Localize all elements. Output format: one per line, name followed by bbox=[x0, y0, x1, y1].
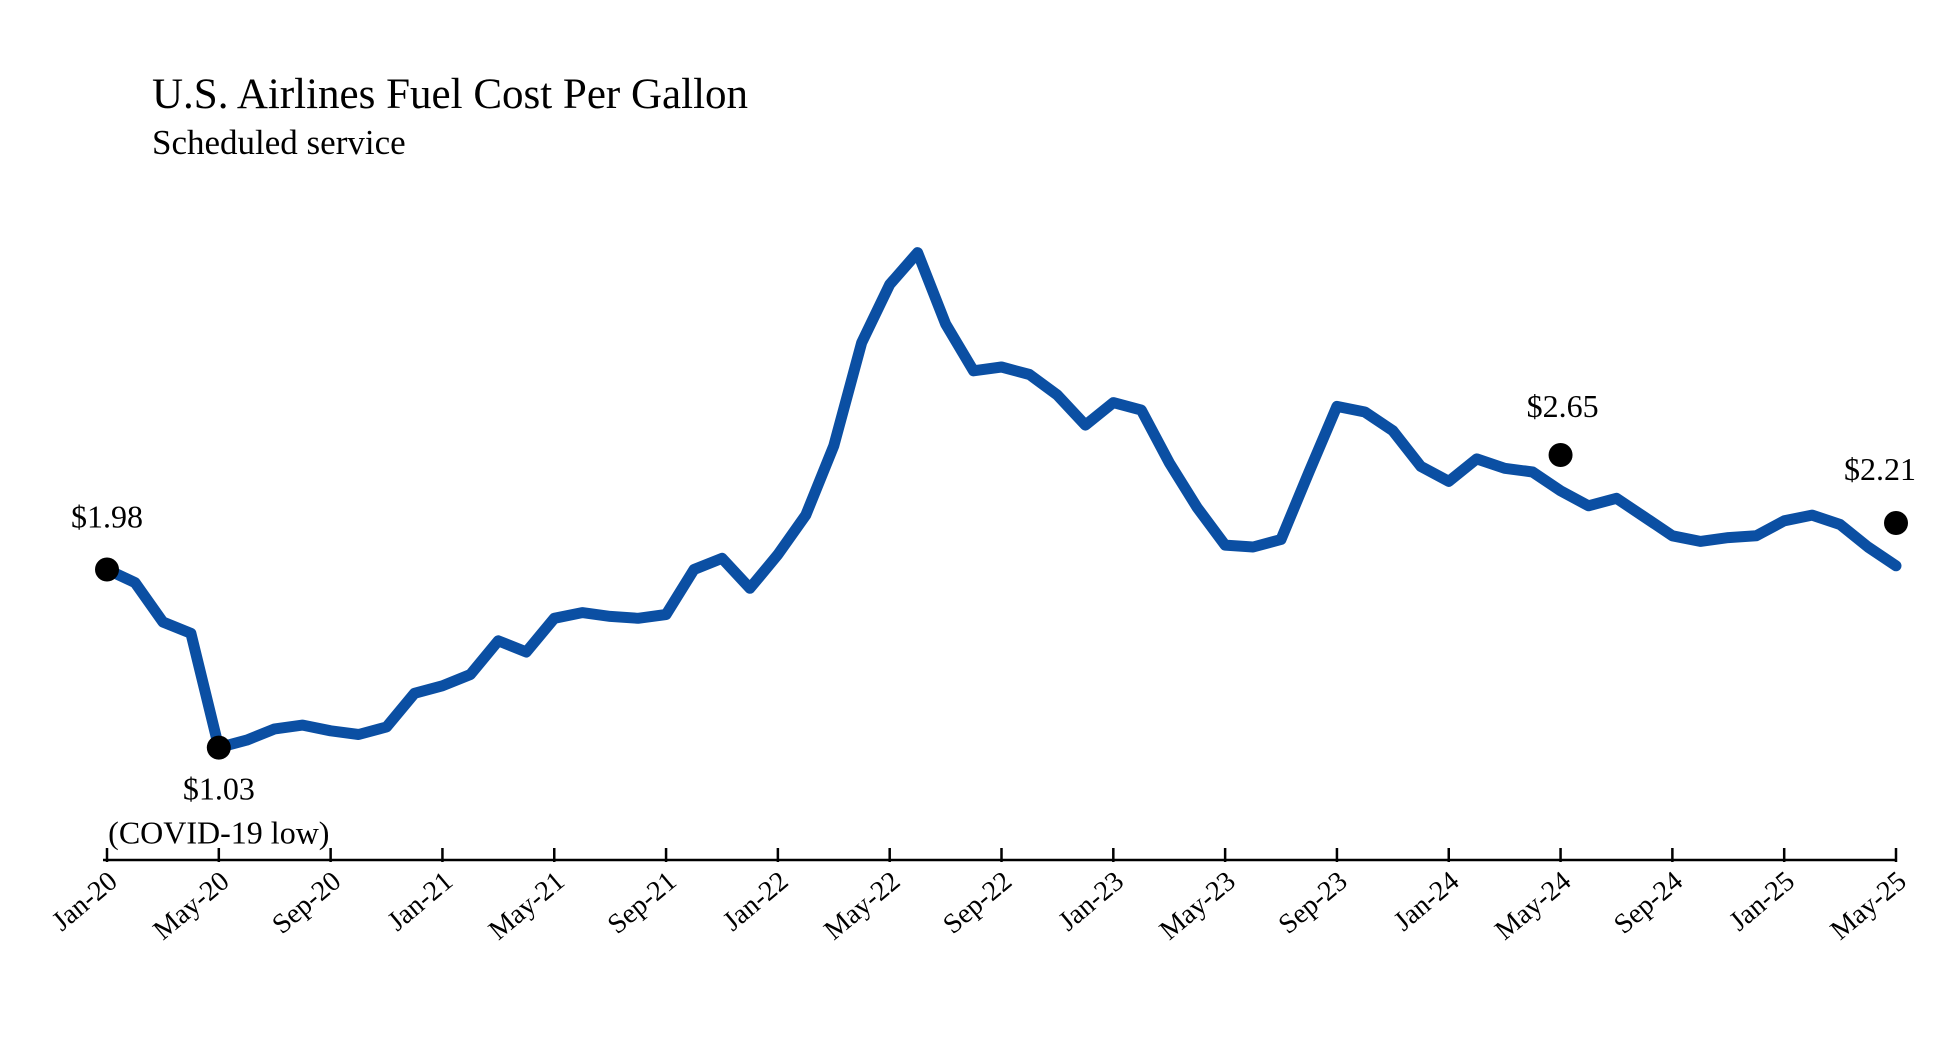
x-tick-label: Jan-24 bbox=[1388, 866, 1465, 938]
x-axis-ticks bbox=[105, 848, 1898, 862]
annotation-marker bbox=[95, 557, 119, 582]
x-tick-label: May-21 bbox=[483, 866, 571, 947]
x-tick-label: Jan-22 bbox=[717, 866, 794, 938]
x-tick-label: Sep-22 bbox=[937, 866, 1018, 941]
x-tick-label: May-24 bbox=[1489, 866, 1577, 947]
x-tick-label: May-25 bbox=[1825, 866, 1913, 947]
annotation-marker bbox=[1884, 511, 1908, 535]
x-tick-label: Sep-21 bbox=[602, 866, 683, 941]
x-tick-label: May-23 bbox=[1154, 866, 1242, 947]
annotation-note-label: (COVID-19 low) bbox=[108, 815, 329, 851]
x-tick-label: Jan-20 bbox=[46, 866, 123, 938]
chart-title: U.S. Airlines Fuel Cost Per Gallon bbox=[152, 71, 748, 118]
fuel-cost-line bbox=[101, 247, 1902, 754]
x-tick-label: Sep-20 bbox=[266, 866, 347, 941]
annotation-value-label: $1.03 bbox=[183, 771, 255, 807]
x-tick-label: May-20 bbox=[147, 866, 235, 947]
chart-subtitle: Scheduled service bbox=[152, 123, 406, 162]
annotation-value-label: $2.21 bbox=[1844, 451, 1916, 487]
annotation-value-label: $2.65 bbox=[1527, 388, 1599, 424]
x-tick-label: Jan-25 bbox=[1724, 866, 1801, 938]
annotation-marker bbox=[1548, 443, 1573, 467]
x-tick-label: Jan-21 bbox=[382, 866, 459, 938]
annotations: $1.98 $1.03 (COVID-19 low) $2.65 $2.21 bbox=[71, 388, 1916, 851]
annotation-value-label: $1.98 bbox=[71, 499, 143, 535]
x-tick-label: Sep-24 bbox=[1608, 866, 1689, 941]
annotation-marker bbox=[206, 735, 231, 760]
x-tick-label: Jan-23 bbox=[1053, 866, 1130, 938]
x-axis-tick-labels: Jan-20 May-20 Sep-20 Jan-21 May-21 Sep-21 Jan-… bbox=[46, 866, 1912, 947]
x-tick-label: May-22 bbox=[818, 866, 906, 947]
x-tick-label: Sep-23 bbox=[1273, 866, 1354, 941]
